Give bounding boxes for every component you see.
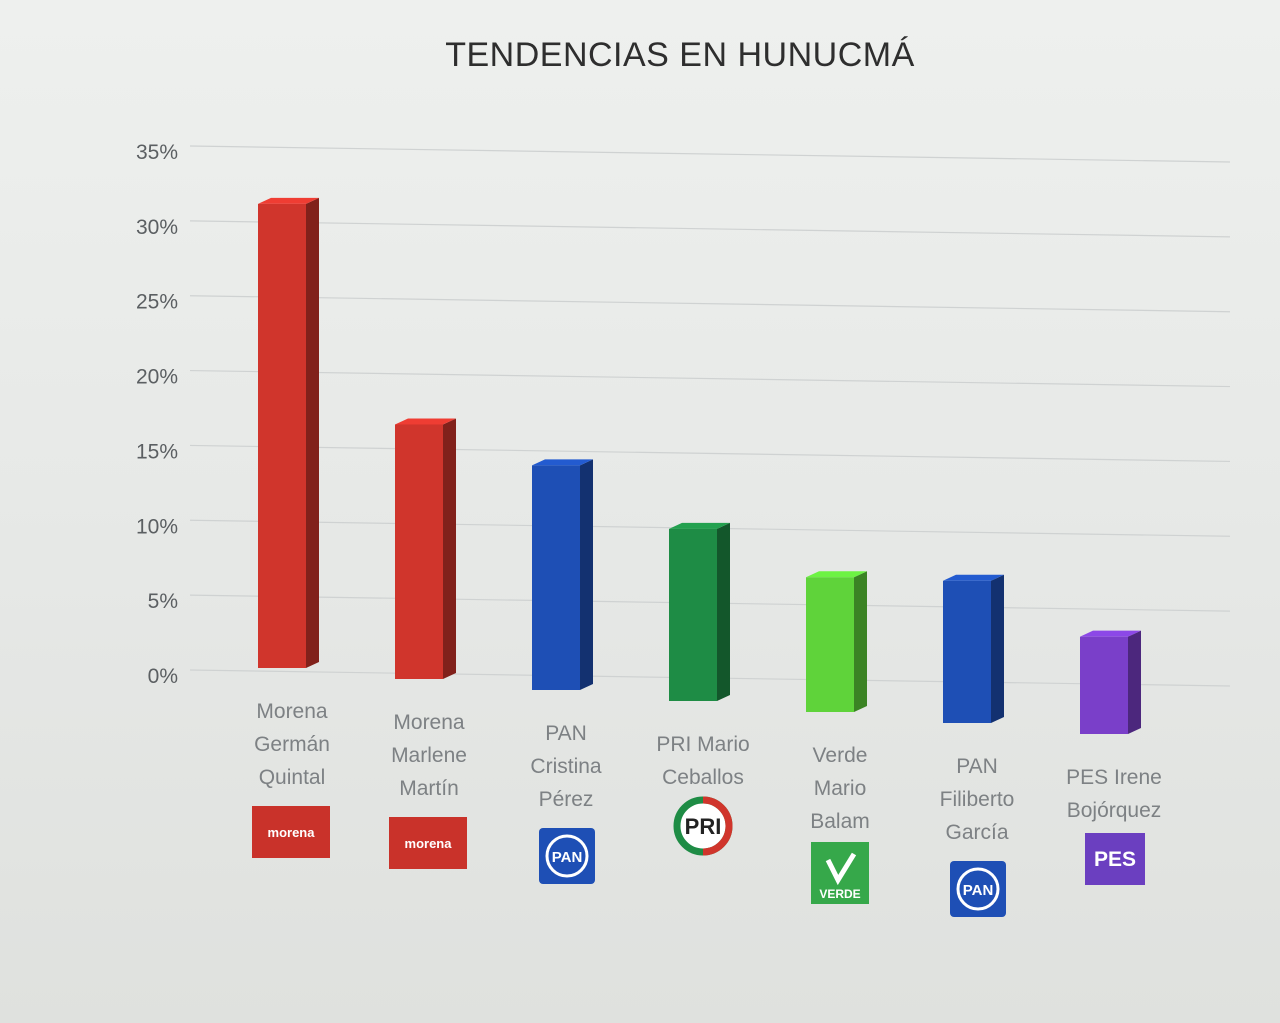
bar-side — [1128, 630, 1141, 734]
verde-logo-check — [825, 852, 857, 886]
gridline — [189, 369, 1231, 388]
y-tick-label: 15% — [136, 440, 178, 463]
pes-logo: PES — [1085, 833, 1145, 885]
bar-top — [395, 418, 456, 425]
category-label: PRI Mario — [656, 733, 749, 756]
y-tick-label: 30% — [136, 216, 178, 239]
pes-logo-box — [1085, 833, 1145, 885]
category-label: Filiberto — [940, 788, 1015, 811]
bar — [258, 203, 306, 668]
gridline — [189, 145, 1231, 163]
category-label: PES Irene — [1066, 766, 1162, 789]
y-tick-label: 25% — [136, 291, 178, 314]
y-tick-label: 10% — [136, 515, 178, 538]
category-label: Pérez — [539, 788, 594, 811]
bar-top — [532, 459, 593, 466]
morena-logo-text: morena — [405, 836, 453, 851]
category-label: PAN — [956, 755, 998, 778]
category-label: Cristina — [530, 755, 602, 778]
verde-logo: VERDE — [811, 842, 869, 904]
pri-logo-text: PRI — [685, 814, 722, 839]
bar-side — [991, 574, 1004, 723]
bar-group — [806, 571, 867, 712]
gridline — [189, 444, 1231, 463]
bar-side — [580, 459, 593, 690]
category-label: Germán — [254, 733, 330, 756]
y-tick-label: 35% — [136, 141, 178, 164]
pan-logo-ring — [545, 834, 589, 878]
bar — [395, 424, 443, 679]
y-tick-label: 0% — [148, 665, 178, 688]
category-label: Ceballos — [662, 766, 744, 789]
category-label: Martín — [399, 777, 459, 800]
morena-logo-box — [252, 806, 330, 858]
bar-group — [532, 459, 593, 690]
bar-group — [395, 418, 456, 679]
bar-side — [306, 197, 319, 668]
bar-group — [943, 574, 1004, 723]
morena-logo: morena — [252, 806, 330, 858]
bar-group — [1080, 630, 1141, 734]
bar-top — [943, 574, 1004, 581]
gridline — [189, 220, 1231, 238]
bar-group — [258, 197, 319, 668]
bar — [943, 580, 991, 723]
gridline — [189, 295, 1231, 313]
category-label: García — [945, 821, 1008, 844]
category-label: PAN — [545, 722, 587, 745]
bar-top — [258, 197, 319, 204]
bar-top — [1080, 630, 1141, 637]
bar-side — [443, 418, 456, 679]
bar-top — [806, 571, 867, 578]
category-label: Mario — [814, 777, 867, 800]
morena-logo-text: morena — [268, 825, 316, 840]
category-label: Marlene — [391, 744, 467, 767]
pan-logo-text: PAN — [963, 882, 994, 899]
morena-logo: morena — [389, 817, 467, 869]
bar-top — [669, 522, 730, 529]
category-label: Balam — [810, 810, 870, 833]
bar — [532, 465, 580, 690]
category-label: Morena — [393, 711, 465, 734]
category-label: Bojórquez — [1067, 799, 1162, 822]
chart-title: TENDENCIAS EN HUNUCMÁ — [445, 36, 915, 74]
category-label: Verde — [813, 744, 868, 767]
pan-logo: PAN — [539, 828, 595, 884]
bar-side — [717, 522, 730, 701]
bar — [1080, 636, 1128, 734]
bar-group — [669, 522, 730, 701]
y-tick-label: 20% — [136, 366, 178, 389]
bar-side — [854, 571, 867, 712]
pes-logo-text: PES — [1094, 848, 1136, 871]
morena-logo-box — [389, 817, 467, 869]
bar — [669, 528, 717, 701]
verde-logo-text: VERDE — [819, 887, 860, 901]
y-tick-label: 5% — [148, 590, 178, 613]
category-label: Quintal — [259, 766, 326, 789]
pri-logo-red-arc — [702, 796, 733, 856]
category-label: Morena — [256, 700, 328, 723]
bar — [806, 577, 854, 712]
pri-logo: PRI — [673, 796, 733, 856]
pan-logo-text: PAN — [552, 849, 583, 866]
pan-logo: PAN — [950, 861, 1006, 917]
pan-logo-ring — [956, 867, 1000, 911]
